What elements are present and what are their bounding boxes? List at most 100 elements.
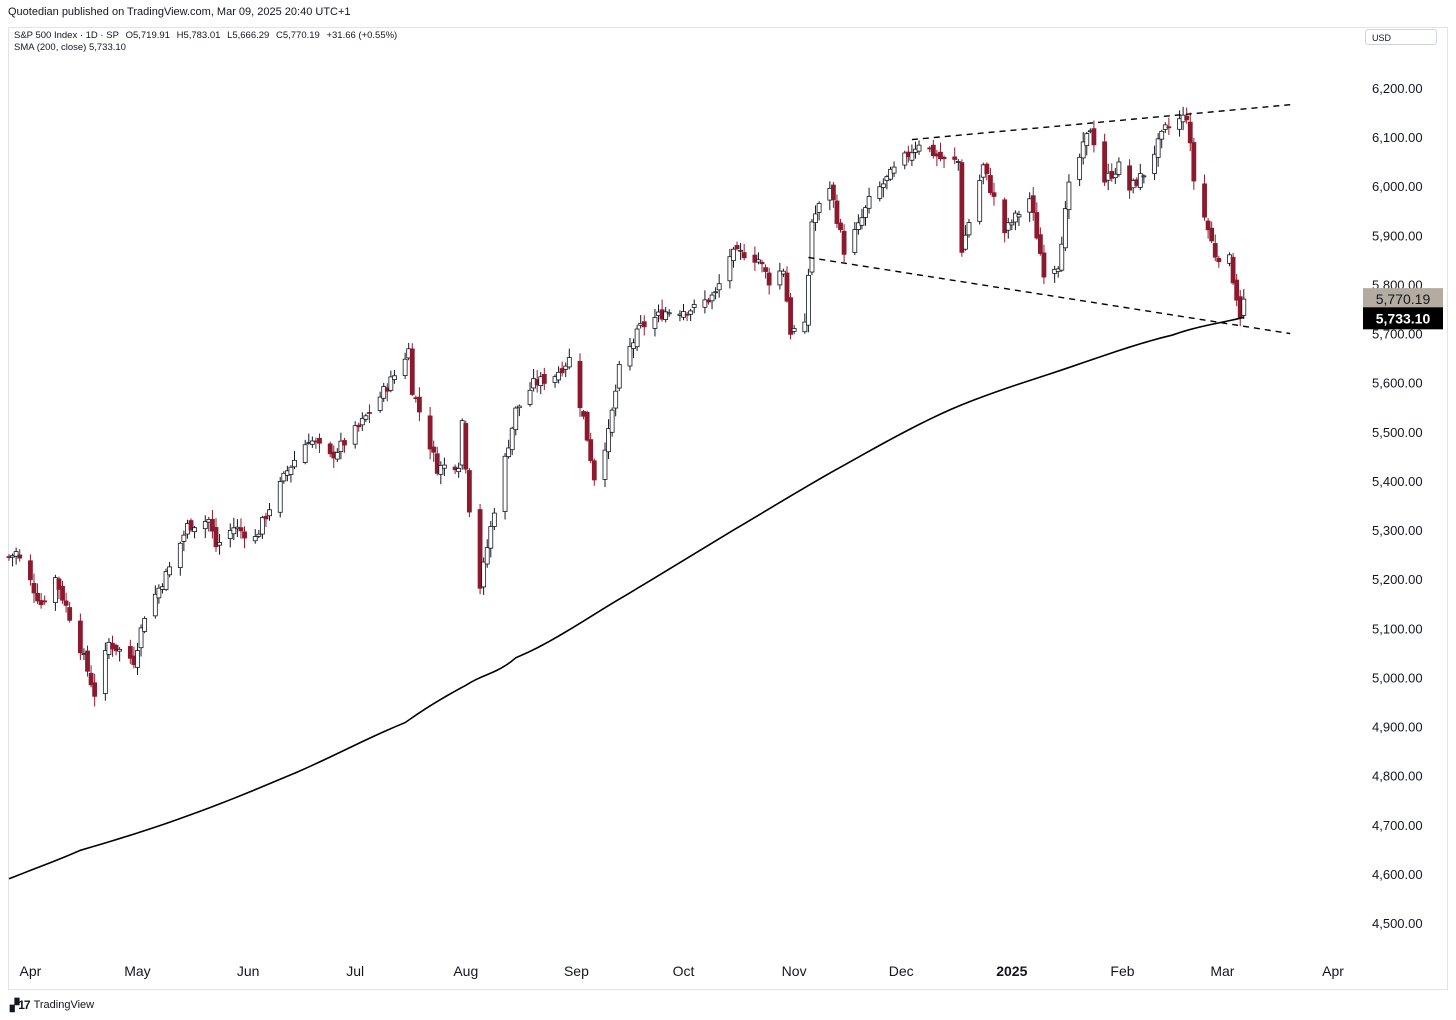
candle bbox=[902, 150, 908, 170]
candle-body bbox=[688, 310, 694, 315]
y-tick-label: 5,100.00 bbox=[1372, 621, 1423, 636]
tradingview-footer[interactable]: ▞17 TradingView bbox=[10, 998, 94, 1012]
candle-body bbox=[991, 192, 997, 197]
candle bbox=[591, 458, 597, 486]
candle-body bbox=[1116, 161, 1122, 175]
candle-body bbox=[606, 428, 611, 453]
candle-body bbox=[963, 234, 968, 250]
chart-frame bbox=[8, 27, 1448, 990]
candle bbox=[281, 471, 287, 484]
candle-body bbox=[102, 650, 108, 694]
candle bbox=[716, 274, 722, 298]
candle bbox=[938, 142, 943, 162]
candle bbox=[402, 352, 408, 379]
candle-body bbox=[930, 144, 936, 157]
candle-body bbox=[1187, 121, 1193, 144]
candle bbox=[259, 515, 265, 540]
candle-body bbox=[806, 274, 811, 326]
candle bbox=[491, 507, 497, 530]
candle-body bbox=[513, 407, 519, 431]
candle bbox=[438, 461, 444, 485]
candle bbox=[559, 361, 565, 377]
candle-body bbox=[666, 312, 672, 315]
candle-body bbox=[1112, 173, 1118, 179]
x-tick-label: Oct bbox=[673, 963, 695, 979]
candle bbox=[63, 592, 69, 613]
candle-body bbox=[481, 561, 487, 588]
candle-body bbox=[142, 618, 148, 632]
candle bbox=[891, 161, 897, 178]
candle-body bbox=[135, 650, 140, 668]
candle-body bbox=[292, 459, 297, 468]
candle-body bbox=[1005, 222, 1011, 231]
candle bbox=[955, 159, 961, 171]
candle-body bbox=[13, 551, 19, 557]
candle bbox=[859, 208, 865, 230]
candle-body bbox=[591, 460, 597, 481]
candle-body bbox=[752, 254, 758, 263]
candle bbox=[834, 194, 840, 228]
candle bbox=[1037, 227, 1043, 256]
candle bbox=[177, 541, 183, 576]
candle bbox=[688, 308, 694, 322]
candle-body bbox=[702, 299, 708, 308]
candle-body bbox=[85, 650, 90, 672]
candle bbox=[959, 159, 965, 257]
candle-body bbox=[1037, 234, 1043, 254]
candle bbox=[641, 315, 647, 336]
candle-body bbox=[616, 364, 622, 389]
y-tick-label: 5,700.00 bbox=[1372, 327, 1423, 342]
candle-body bbox=[1012, 212, 1018, 223]
candle-body bbox=[1159, 130, 1165, 140]
candle bbox=[727, 248, 733, 289]
x-tick-label: Jun bbox=[237, 963, 260, 979]
candle bbox=[231, 517, 237, 541]
candle-body bbox=[1205, 220, 1211, 231]
candle-body bbox=[713, 291, 719, 294]
candle bbox=[766, 267, 772, 295]
candle-body bbox=[791, 328, 797, 332]
candle bbox=[477, 503, 483, 595]
candle-body bbox=[317, 437, 322, 444]
candle-body bbox=[67, 607, 73, 621]
candle bbox=[916, 140, 922, 155]
candle-body bbox=[210, 519, 215, 532]
candle bbox=[388, 370, 394, 393]
candle-body bbox=[392, 375, 397, 381]
candle bbox=[909, 144, 915, 167]
candle-body bbox=[709, 294, 715, 302]
candle-body bbox=[88, 672, 94, 686]
candle bbox=[1216, 255, 1222, 268]
candle bbox=[481, 557, 487, 595]
candle-body bbox=[31, 582, 37, 594]
candle-body bbox=[588, 439, 594, 461]
currency-button[interactable]: USD bbox=[1365, 29, 1437, 45]
candle-body bbox=[1002, 199, 1008, 234]
candle bbox=[188, 518, 194, 533]
candle-body bbox=[1184, 115, 1190, 121]
candle-body bbox=[902, 152, 908, 166]
candle bbox=[802, 313, 808, 334]
candle-body bbox=[1234, 279, 1240, 301]
x-tick-label: Apr bbox=[1322, 963, 1344, 979]
sma-legend-line[interactable]: SMA (200, close) 5,733.10 bbox=[14, 42, 126, 53]
candle-body bbox=[181, 534, 187, 542]
candle bbox=[484, 539, 490, 568]
ohlc-close: C5,770.19 bbox=[275, 30, 320, 41]
candle bbox=[138, 624, 144, 657]
candle-body bbox=[838, 222, 843, 231]
candle bbox=[527, 382, 533, 407]
candle bbox=[1041, 244, 1047, 285]
symbol-legend-line[interactable]: S&P 500 Index · 1D · SP O5,719.91 H5,783… bbox=[14, 30, 401, 42]
candle-body bbox=[609, 409, 615, 433]
candle-body bbox=[802, 321, 808, 333]
candle-body bbox=[880, 183, 886, 188]
candle-body bbox=[417, 396, 422, 413]
ohlc-high: H5,783.01 bbox=[176, 30, 221, 41]
candle bbox=[434, 446, 440, 476]
candle-body bbox=[356, 424, 362, 428]
candle-body bbox=[1141, 175, 1147, 178]
y-tick-label: 4,600.00 bbox=[1372, 867, 1423, 882]
y-tick-label: 5,200.00 bbox=[1372, 572, 1423, 587]
